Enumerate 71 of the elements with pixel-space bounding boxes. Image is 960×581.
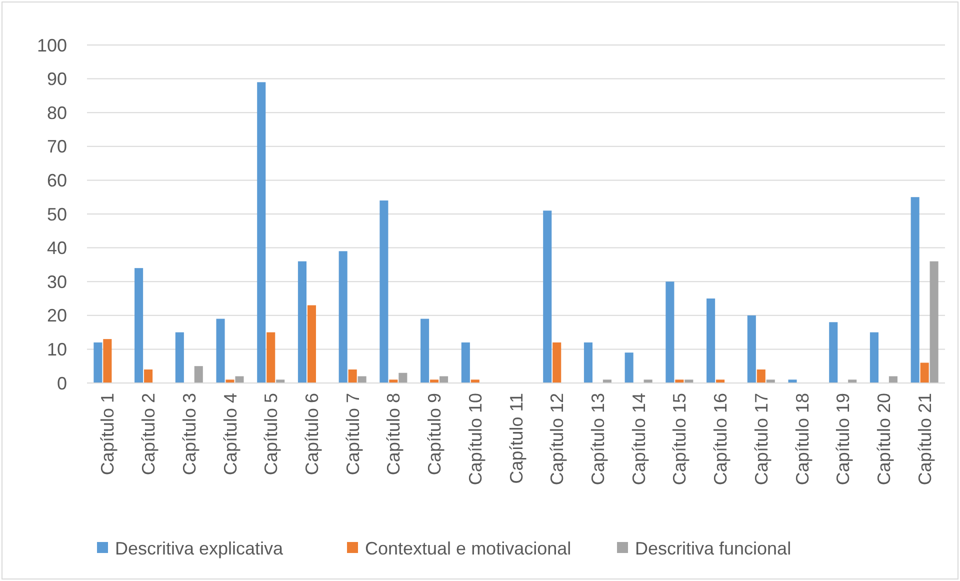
- bar: [440, 376, 448, 383]
- bar: [930, 261, 938, 383]
- bar: [870, 332, 878, 383]
- y-tick-label: 20: [46, 306, 67, 326]
- legend-label: Descritiva explicativa: [115, 538, 284, 558]
- bar: [920, 362, 929, 383]
- x-tick-label: Capítulo 3: [179, 393, 200, 476]
- bar: [298, 261, 306, 383]
- bar: [380, 200, 388, 383]
- x-tick-label: Capítulo 1: [98, 393, 118, 476]
- bar: [358, 376, 366, 383]
- bar: [235, 376, 244, 383]
- x-tick-label: Capítulo 18: [792, 393, 812, 486]
- y-tick-label: 100: [36, 35, 67, 56]
- x-tick-label: Capítulo 11: [506, 393, 526, 484]
- bar: [307, 305, 316, 383]
- bar: [348, 369, 357, 383]
- bar: [543, 210, 552, 383]
- bar: [666, 282, 674, 383]
- bar: [788, 380, 797, 383]
- bar: [747, 315, 756, 383]
- y-tick-label: 50: [46, 204, 67, 224]
- bar: [888, 376, 898, 383]
- bar: [144, 369, 153, 383]
- bar: [461, 342, 470, 383]
- bar: [103, 339, 112, 383]
- x-tick-label: Capítulo 14: [628, 393, 649, 486]
- bar: [910, 197, 920, 383]
- y-tick-label: 90: [46, 69, 67, 90]
- bar: [584, 342, 592, 383]
- bar: [134, 268, 144, 383]
- bar: [216, 318, 225, 383]
- bar: [829, 322, 838, 383]
- bar: [338, 251, 348, 383]
- x-tick-label: Capítulo 13: [588, 393, 608, 486]
- x-tick-label: Capítulo 6: [302, 393, 322, 476]
- x-tick-label: Capítulo 7: [342, 393, 363, 476]
- bar: [552, 342, 562, 383]
- x-tick-label: Capítulo 12: [547, 393, 568, 486]
- bar: [94, 342, 102, 383]
- x-tick-label: Capítulo 9: [424, 393, 445, 476]
- bar: [194, 366, 203, 383]
- bar: [257, 82, 266, 383]
- x-tick-label: Capítulo 17: [751, 393, 772, 486]
- bar: [398, 372, 408, 383]
- y-tick-label: 60: [46, 170, 67, 190]
- y-tick-label: 0: [56, 373, 67, 394]
- y-tick-label: 30: [46, 272, 67, 292]
- y-tick-label: 80: [46, 102, 67, 123]
- x-tick-label: Capítulo 20: [874, 393, 894, 486]
- bar: [420, 318, 430, 383]
- bar: [175, 332, 184, 383]
- x-tick-label: Capítulo 5: [261, 393, 282, 476]
- y-tick-label: 40: [46, 238, 67, 258]
- y-tick-label: 70: [46, 136, 67, 157]
- x-tick-label: Capítulo 16: [710, 393, 731, 486]
- x-tick-label: Capítulo 10: [465, 393, 486, 486]
- legend-label: Contextual e motivacional: [365, 538, 572, 558]
- x-tick-label: Capítulo 4: [220, 393, 240, 476]
- x-tick-label: Capítulo 8: [384, 393, 404, 476]
- legend-label: Descritiva funcional: [635, 538, 792, 558]
- bar: [226, 380, 234, 383]
- bar: [756, 369, 766, 383]
- x-tick-label: Capítulo 21: [914, 393, 935, 486]
- bar: [706, 298, 716, 383]
- bar: [624, 352, 634, 383]
- x-tick-label: Capítulo 15: [670, 393, 690, 486]
- x-tick-label: Capítulo 2: [138, 393, 159, 476]
- x-tick-label: Capítulo 19: [833, 393, 854, 486]
- y-tick-label: 10: [46, 340, 67, 360]
- bar: [266, 332, 276, 383]
